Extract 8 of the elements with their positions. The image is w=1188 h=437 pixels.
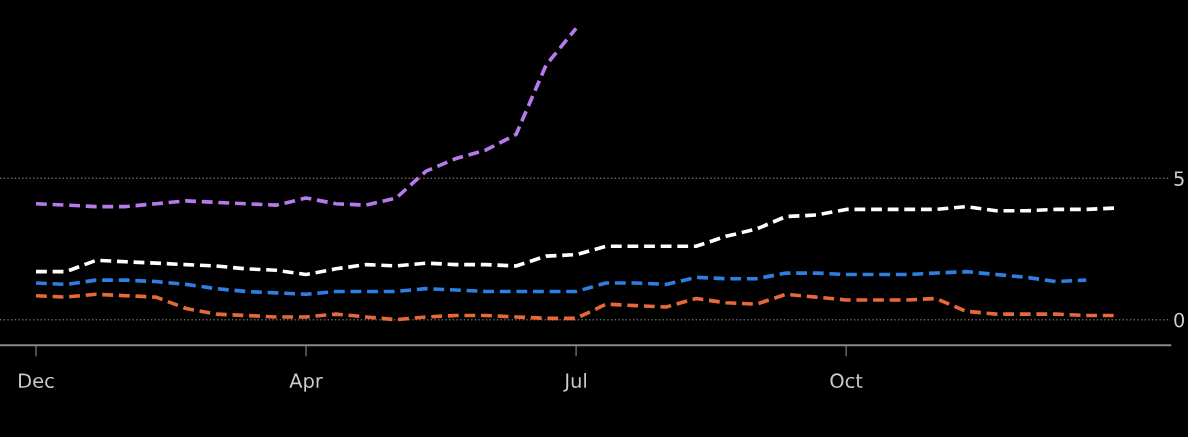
y-tick-label: 5 <box>1174 171 1184 186</box>
x-tick-label: Dec <box>19 373 54 389</box>
x-tick-label: Jul <box>563 373 586 392</box>
line-series <box>34 269 1088 297</box>
y-tick-label: 0 <box>1174 312 1185 328</box>
x-tick-label: Apr <box>289 373 323 392</box>
x-tick-label: Oct <box>830 373 863 389</box>
line-series <box>34 26 578 209</box>
